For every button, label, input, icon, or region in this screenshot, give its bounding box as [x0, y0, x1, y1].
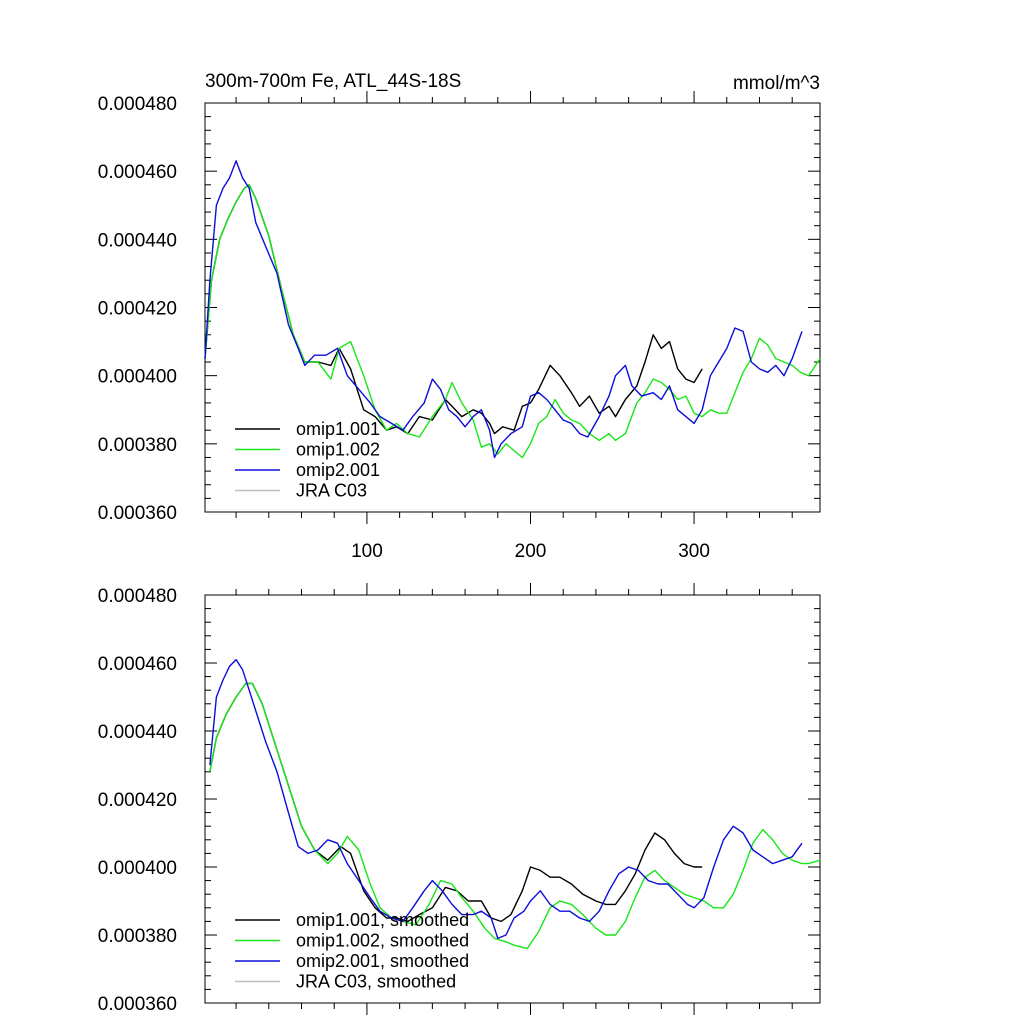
y-tick-label: 0.000420 — [98, 299, 177, 320]
y-tick-label: 0.000420 — [98, 790, 177, 811]
x-tick-label: 200 — [515, 541, 547, 562]
legend-label: JRA C03 — [296, 481, 367, 501]
y-tick-label: 0.000360 — [98, 503, 177, 524]
legend-label: omip1.002 — [296, 440, 380, 460]
panel-1: 0.000360 0.000380 0.000400 0.000420 0.000440… — [98, 71, 821, 562]
legend-label: JRA C03, smoothed — [296, 972, 456, 992]
units-label: mmol/m^3 — [733, 73, 820, 94]
series-line — [204, 184, 821, 459]
legend-label: omip2.001, smoothed — [296, 951, 469, 971]
y-tick-label: 0.000440 — [98, 230, 177, 251]
y-tick-label: 0.000460 — [98, 654, 177, 675]
y-tick-label: 0.000380 — [98, 435, 177, 456]
y-tick-label: 0.000480 — [98, 586, 177, 607]
x-tick-label: 300 — [678, 541, 710, 562]
legend-label: omip1.002, smoothed — [296, 931, 469, 951]
y-tick-label: 0.000480 — [98, 94, 177, 115]
y-tick-label: 0.000380 — [98, 926, 177, 947]
panel-2: 0.000360 0.000380 0.000400 0.000420 0.000440… — [98, 583, 821, 1015]
y-tick-label: 0.000400 — [98, 858, 177, 879]
y-tick-label: 0.000440 — [98, 722, 177, 743]
series-line — [204, 184, 703, 435]
legend-label: omip1.001, smoothed — [296, 910, 469, 930]
series-line — [204, 160, 803, 459]
series-line — [209, 682, 703, 923]
x-tick-label: 100 — [351, 541, 383, 562]
series-line — [209, 658, 803, 940]
series-line — [209, 682, 821, 950]
legend-label: omip1.001 — [296, 419, 380, 439]
y-tick-label: 0.000400 — [98, 367, 177, 388]
chart-title: 300m-700m Fe, ATL_44S-18S — [205, 71, 461, 92]
y-tick-label: 0.000460 — [98, 162, 177, 183]
legend-label: omip2.001 — [296, 460, 380, 480]
y-tick-label: 0.000360 — [98, 994, 177, 1015]
